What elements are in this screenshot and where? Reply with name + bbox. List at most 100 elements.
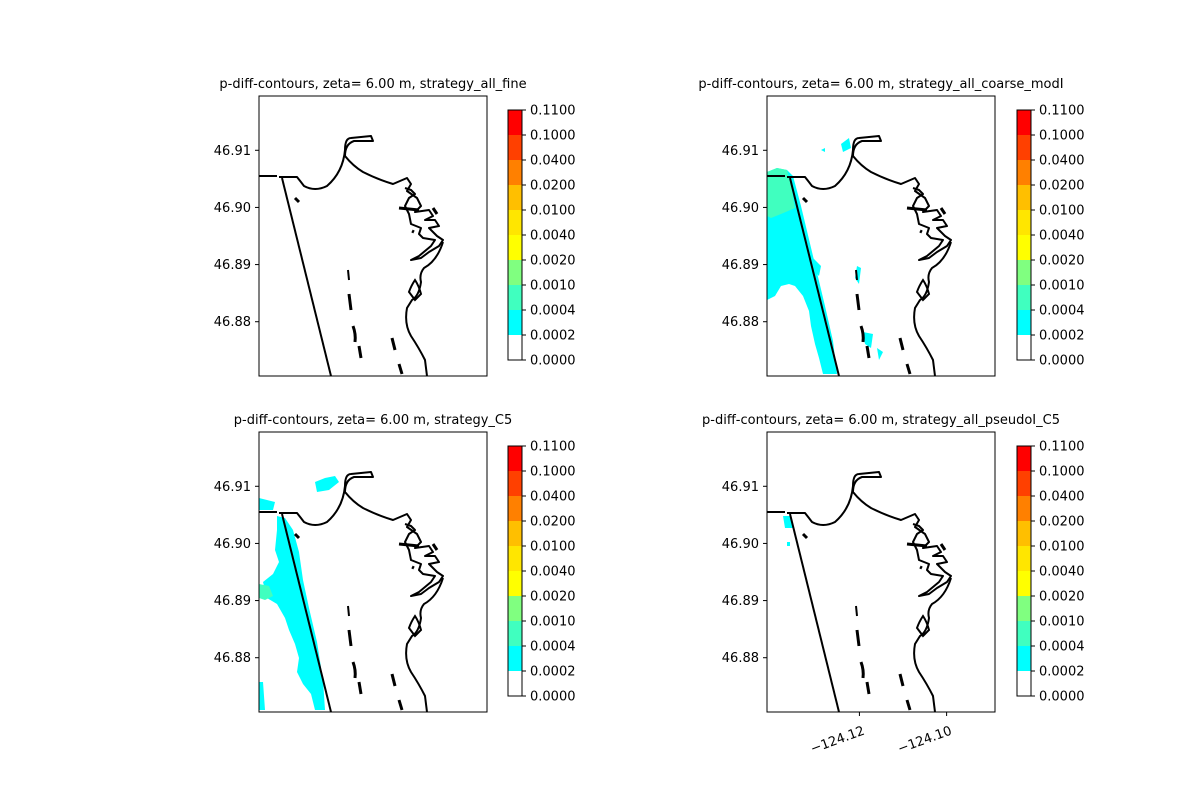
x-tick-label: −124.12 — [809, 724, 867, 757]
colorbar-band — [1017, 260, 1031, 285]
colorbar-tick-label: 0.0100 — [1039, 204, 1085, 219]
colorbar-tick-label: 0.0400 — [1039, 154, 1085, 169]
contour-fill-mid — [259, 584, 273, 600]
panel-title: p-diff-contours, zeta= 6.00 m, strategy_… — [702, 413, 1060, 428]
colorbar-band — [508, 335, 522, 360]
y-tick-label: 46.91 — [722, 144, 759, 159]
colorbar-band — [1017, 285, 1031, 310]
colorbar-tick-label: 0.0004 — [1039, 640, 1085, 655]
colorbar: 0.1100 0.1000 0.0400 0.0200 0.0100 0.0040 0.00… — [507, 104, 576, 369]
map-area — [767, 134, 953, 376]
colorbar-tick-label: 0.0040 — [530, 565, 576, 580]
colorbar-tick-label: 0.0200 — [530, 179, 576, 194]
panel-strategy-all-coarse-modi: p-diff-contours, zeta= 6.00 m, strategy_… — [698, 77, 1085, 377]
colorbar-tick-label: 0.0200 — [1039, 515, 1085, 530]
colorbar-band — [508, 446, 522, 471]
y-tick-label: 46.91 — [214, 480, 251, 495]
colorbar-band — [1017, 596, 1031, 621]
colorbar-band — [1017, 110, 1031, 135]
colorbar-band — [508, 521, 522, 546]
x-axis: −124.12 −124.10 — [809, 712, 954, 757]
y-tick-label: 46.90 — [722, 537, 759, 552]
colorbar-band — [508, 260, 522, 285]
y-tick-label: 46.89 — [214, 258, 251, 273]
colorbar-tick-label: 0.1000 — [1039, 129, 1085, 144]
colorbar: 0.1100 0.1000 0.0400 0.0200 0.0100 0.0040 0.00… — [507, 440, 576, 705]
y-tick-label: 46.88 — [722, 315, 759, 330]
colorbar-band — [508, 646, 522, 671]
colorbar-tick-label: 0.0004 — [530, 304, 576, 319]
colorbar-tick-label: 0.0020 — [1039, 590, 1085, 605]
colorbar-band — [1017, 546, 1031, 571]
colorbar-tick-label: 0.1100 — [1039, 440, 1085, 455]
axes-frame — [766, 95, 996, 377]
colorbar-tick-label: 0.0002 — [1039, 329, 1085, 344]
y-tick-label: 46.91 — [214, 144, 251, 159]
colorbar-band — [508, 671, 522, 696]
map-area — [259, 470, 445, 712]
y-tick-label: 46.91 — [722, 480, 759, 495]
panel-strategy-c5: p-diff-contours, zeta= 6.00 m, strategy_… — [214, 413, 576, 713]
y-tick-label: 46.88 — [214, 315, 251, 330]
colorbar-tick-label: 0.0010 — [1039, 615, 1085, 630]
colorbar-band — [508, 310, 522, 335]
colorbar-tick-label: 0.0200 — [530, 515, 576, 530]
colorbar-tick-label: 0.0000 — [1039, 690, 1085, 705]
colorbar-tick-label: 0.0000 — [1039, 354, 1085, 369]
colorbar-tick-label: 0.0040 — [1039, 229, 1085, 244]
colorbar-band — [1017, 310, 1031, 335]
colorbar-tick-label: 0.1100 — [530, 104, 576, 119]
colorbar-tick-label: 0.0400 — [530, 490, 576, 505]
y-tick-label: 46.88 — [722, 651, 759, 666]
colorbar-band — [508, 110, 522, 135]
colorbar-tick-label: 0.0100 — [1039, 540, 1085, 555]
colorbar-band — [508, 210, 522, 235]
colorbar-tick-label: 0.0010 — [1039, 279, 1085, 294]
colorbar-band — [508, 285, 522, 310]
colorbar-band — [508, 571, 522, 596]
map-area — [767, 470, 953, 712]
colorbar-tick-label: 0.0002 — [530, 329, 576, 344]
colorbar-band — [1017, 335, 1031, 360]
colorbar-tick-label: 0.0040 — [1039, 565, 1085, 580]
colorbar-tick-label: 0.0020 — [1039, 254, 1085, 269]
colorbar-tick-label: 0.0002 — [1039, 665, 1085, 680]
colorbar-band — [508, 546, 522, 571]
contour-fill-mid — [767, 168, 795, 218]
y-axis: 46.91 46.90 46.89 46.88 — [722, 480, 767, 666]
colorbar-tick-label: 0.0002 — [530, 665, 576, 680]
colorbar-band — [1017, 160, 1031, 185]
colorbar-tick-label: 0.0004 — [530, 640, 576, 655]
colorbar-tick-label: 0.0020 — [530, 254, 576, 269]
panel-strategy-all-pseudoi-c5: p-diff-contours, zeta= 6.00 m, strategy_… — [702, 413, 1084, 757]
colorbar-band — [1017, 496, 1031, 521]
colorbar-tick-label: 0.0010 — [530, 615, 576, 630]
colorbar-band — [508, 496, 522, 521]
colorbar-tick-label: 0.1100 — [1039, 104, 1085, 119]
colorbar-tick-label: 0.0400 — [1039, 490, 1085, 505]
panel-title: p-diff-contours, zeta= 6.00 m, strategy_… — [219, 77, 526, 92]
colorbar-band — [1017, 446, 1031, 471]
colorbar-tick-label: 0.1100 — [530, 440, 576, 455]
panel-strategy-all-fine: p-diff-contours, zeta= 6.00 m, strategy_… — [214, 77, 576, 377]
colorbar-band — [1017, 471, 1031, 496]
y-tick-label: 46.90 — [722, 201, 759, 216]
y-axis: 46.91 46.90 46.89 46.88 — [214, 480, 259, 666]
colorbar-band — [1017, 210, 1031, 235]
y-axis: 46.91 46.90 46.89 46.88 — [214, 144, 259, 330]
colorbar-band — [1017, 185, 1031, 210]
colorbar-band — [1017, 521, 1031, 546]
colorbar: 0.1100 0.1000 0.0400 0.0200 0.0100 0.0040 0.00… — [1016, 104, 1085, 369]
colorbar-band — [508, 471, 522, 496]
y-tick-label: 46.88 — [214, 651, 251, 666]
map-area — [259, 134, 445, 376]
colorbar-band — [1017, 135, 1031, 160]
y-tick-label: 46.90 — [214, 537, 251, 552]
colorbar-tick-label: 0.1000 — [530, 465, 576, 480]
axes-frame — [258, 431, 488, 713]
x-tick-label: −124.10 — [896, 724, 954, 757]
colorbar-tick-label: 0.0100 — [530, 540, 576, 555]
colorbar-tick-label: 0.1000 — [530, 129, 576, 144]
colorbar-tick-label: 0.0000 — [530, 354, 576, 369]
colorbar-tick-label: 0.0400 — [530, 154, 576, 169]
